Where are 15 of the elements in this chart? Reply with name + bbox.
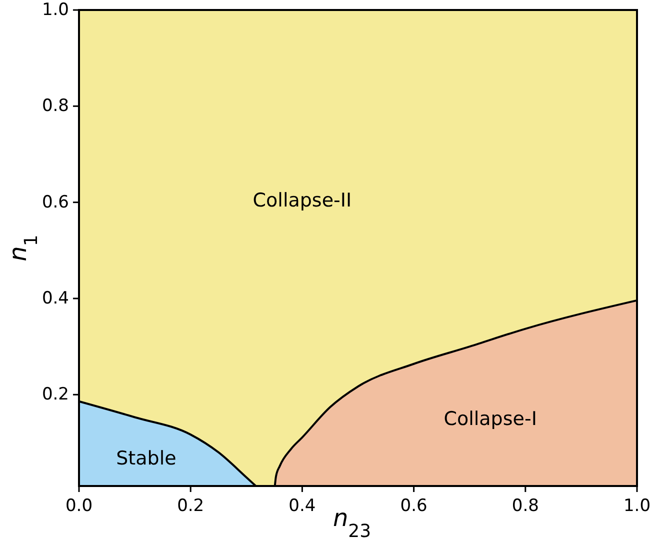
y-tick-label: 0.6 [42, 192, 69, 212]
series-label: Collapse-I [444, 408, 537, 430]
x-axis-title: n$_{23}$ [332, 504, 372, 538]
x-tick-label: 0.0 [65, 496, 93, 516]
y-tick-label: 0.4 [42, 288, 69, 308]
y-tick-label: 0.2 [42, 384, 69, 405]
series-label: Stable [116, 447, 176, 470]
x-tick-label: 0.8 [512, 496, 539, 516]
y-tick-label: 0.8 [42, 96, 69, 116]
x-tick-label: 0.2 [177, 496, 204, 516]
x-tick-label: 0.6 [400, 496, 428, 516]
x-tick-label: 1.0 [623, 496, 651, 516]
y-tick-label: 1.0 [42, 0, 69, 20]
x-tick-label: 0.4 [288, 496, 316, 516]
band-label: Collapse-II [252, 189, 352, 212]
